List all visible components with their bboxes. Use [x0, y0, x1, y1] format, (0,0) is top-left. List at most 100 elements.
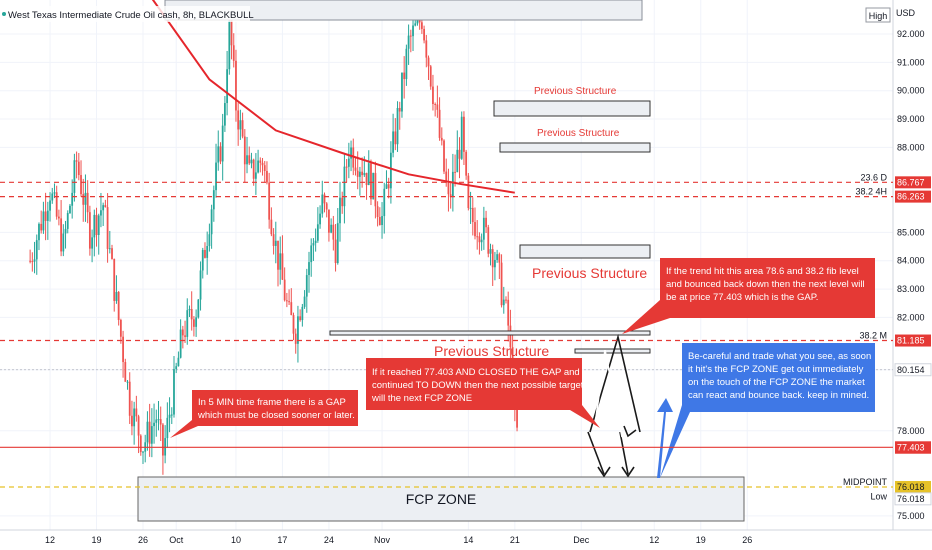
x-tick-label: 10 — [231, 535, 241, 545]
x-tick-label: 21 — [510, 535, 520, 545]
x-tick-label: 12 — [649, 535, 659, 545]
candle-body — [489, 249, 492, 254]
candle-body — [150, 426, 153, 444]
bounce-arrow — [657, 398, 673, 478]
candle-body — [361, 171, 364, 176]
candle-body — [159, 419, 162, 425]
candle-body — [82, 194, 85, 205]
previous-structure-label-2: Previous Structure — [537, 128, 620, 139]
candle-body — [199, 270, 202, 300]
price-badge — [895, 176, 931, 189]
candlestick-series — [29, 0, 518, 475]
candle-body — [55, 192, 58, 217]
currency-label: USD — [896, 8, 916, 18]
current-price-badge — [894, 363, 932, 377]
annotation-box-3: In 5 MIN time frame there is a GAP which… — [170, 390, 358, 438]
candle-body — [288, 301, 290, 303]
candle-body — [383, 188, 386, 217]
candle-body — [188, 309, 191, 311]
time-axis[interactable]: 12 19 26 Oct 10 17 24 Nov 14 21 Dec 12 19 26 — [45, 535, 752, 545]
candle-body — [485, 217, 487, 228]
candle-body — [208, 234, 211, 247]
candle-body — [64, 228, 67, 234]
candle-body — [345, 166, 348, 168]
price-badge-text: 76.018 — [897, 494, 925, 504]
candle-body — [330, 224, 333, 233]
y-tick-label: 83.000 — [897, 284, 925, 294]
candle-body — [339, 197, 341, 224]
candle-body — [496, 254, 499, 260]
candle-body — [465, 151, 468, 176]
y-tick-label: 91.000 — [897, 57, 925, 67]
candle-body — [66, 213, 69, 229]
candle-body — [100, 210, 102, 216]
y-tick-label: 75.000 — [897, 511, 925, 521]
y-tick-label: 82.000 — [897, 312, 925, 322]
candle-body — [321, 194, 324, 214]
candle-body — [239, 120, 242, 130]
candle-body — [498, 254, 501, 263]
price-badge — [894, 492, 932, 506]
candle-body — [69, 205, 71, 214]
candle-body — [204, 249, 206, 258]
svg-text:Be-careful and trade what you: Be-careful and trade what you see, as so… — [688, 351, 874, 401]
candle-body — [157, 419, 160, 421]
high-badge[interactable] — [865, 7, 891, 23]
y-tick-label: 84.000 — [897, 256, 925, 266]
price-axis[interactable]: 75.000 78.000 80.154 82.000 83.000 84.000 85.0… — [894, 29, 932, 521]
candle-body — [162, 424, 164, 456]
candle-body — [184, 335, 186, 337]
candle-body — [44, 211, 47, 221]
candle-body — [49, 200, 51, 211]
candle-body — [195, 317, 198, 327]
candle-body — [474, 222, 476, 237]
candle-body — [71, 192, 74, 206]
price-badge-text: 86.767 — [897, 177, 925, 187]
candle-body — [29, 260, 32, 262]
candle-body — [445, 171, 448, 183]
structure-box-2 — [499, 142, 651, 153]
candle-body — [420, 22, 423, 29]
price-badge-text: 76.018 — [897, 482, 925, 492]
annotation-2-line-3: will the next FCP ZONE — [371, 393, 472, 404]
fcp-zone-box — [137, 476, 745, 522]
candle-body — [117, 292, 120, 320]
annotation-box-1: If the trend hit this area 78.6 and 38.2… — [622, 258, 875, 334]
candle-body — [51, 193, 54, 201]
candle-body — [35, 240, 38, 260]
level-label: MIDPOINT — [843, 477, 888, 487]
candle-body — [319, 213, 321, 225]
candle-body — [175, 366, 178, 370]
candle-body — [97, 215, 100, 236]
candle-body — [153, 422, 155, 427]
candle-body — [476, 236, 479, 238]
status-dot-icon — [2, 12, 6, 16]
candle-body — [341, 197, 344, 207]
level-label: 38.2 M — [859, 331, 887, 341]
candle-body — [246, 155, 248, 165]
candle-body — [328, 209, 330, 233]
candle-body — [53, 192, 56, 194]
candle-body — [226, 69, 229, 104]
candle-body — [398, 107, 401, 112]
candle-body — [206, 246, 209, 258]
fib-levels: 23.6 D 86.767 38.2 4H 86.263 38.2 M 81.185 77.… — [0, 172, 932, 506]
price-badge — [895, 334, 931, 347]
candle-body — [480, 239, 483, 243]
candle-body — [88, 212, 91, 249]
candle-body — [166, 417, 169, 439]
candle-body — [86, 192, 89, 213]
candle-body — [507, 299, 510, 326]
candle-body — [84, 192, 87, 205]
candle-body — [124, 362, 127, 382]
candle-body — [412, 25, 414, 37]
candle-body — [223, 103, 226, 126]
candle-body — [456, 149, 459, 173]
previous-structure-label-3: Previous Structure — [532, 265, 647, 281]
candle-body — [215, 162, 217, 191]
candle-body — [104, 205, 107, 208]
candle-body — [102, 205, 105, 211]
candle-body — [432, 86, 434, 105]
level-label: Low — [870, 492, 887, 502]
